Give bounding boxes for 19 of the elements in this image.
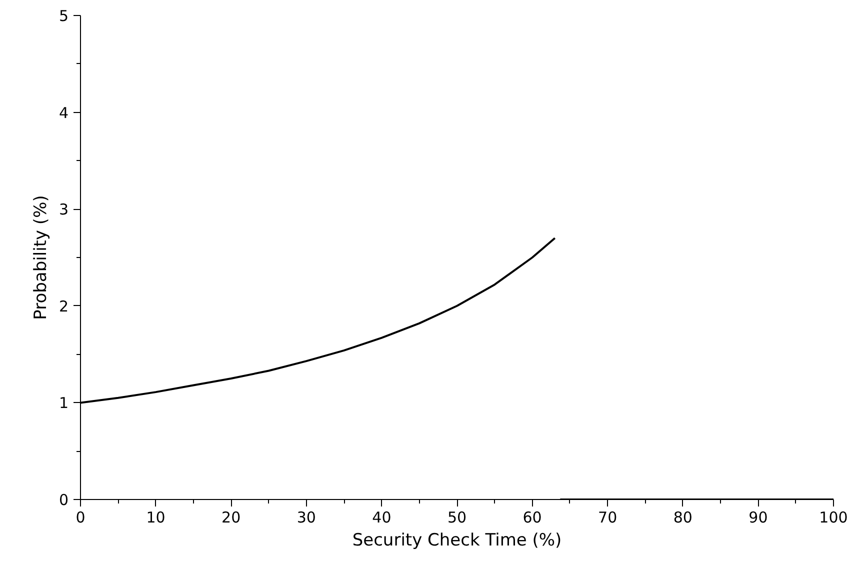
x-tick-label: 80 xyxy=(673,508,692,526)
x-tick-label: 30 xyxy=(296,508,316,526)
x-tick-label: 20 xyxy=(222,508,241,526)
y-tick-label: 2 xyxy=(58,297,69,316)
x-tick-label: 100 xyxy=(819,508,848,526)
x-tick-label: 10 xyxy=(146,508,166,526)
x-tick-label: 0 xyxy=(76,508,86,526)
x-axis-title: Security Check Time (%) xyxy=(352,530,562,550)
y-tick-label: 0 xyxy=(58,491,69,509)
x-tick-label: 90 xyxy=(748,508,768,526)
y-tick-label: 5 xyxy=(58,7,69,25)
x-tick-label: 50 xyxy=(447,508,467,526)
y-tick-label: 4 xyxy=(58,104,69,122)
y-tick-label: 1 xyxy=(58,394,69,412)
y-axis-title: Probability (%) xyxy=(30,195,51,320)
x-tick-label: 40 xyxy=(372,508,392,526)
x-tick-label: 70 xyxy=(598,508,618,526)
x-tick-label: 60 xyxy=(522,508,542,526)
y-tick-label: 3 xyxy=(58,200,69,219)
